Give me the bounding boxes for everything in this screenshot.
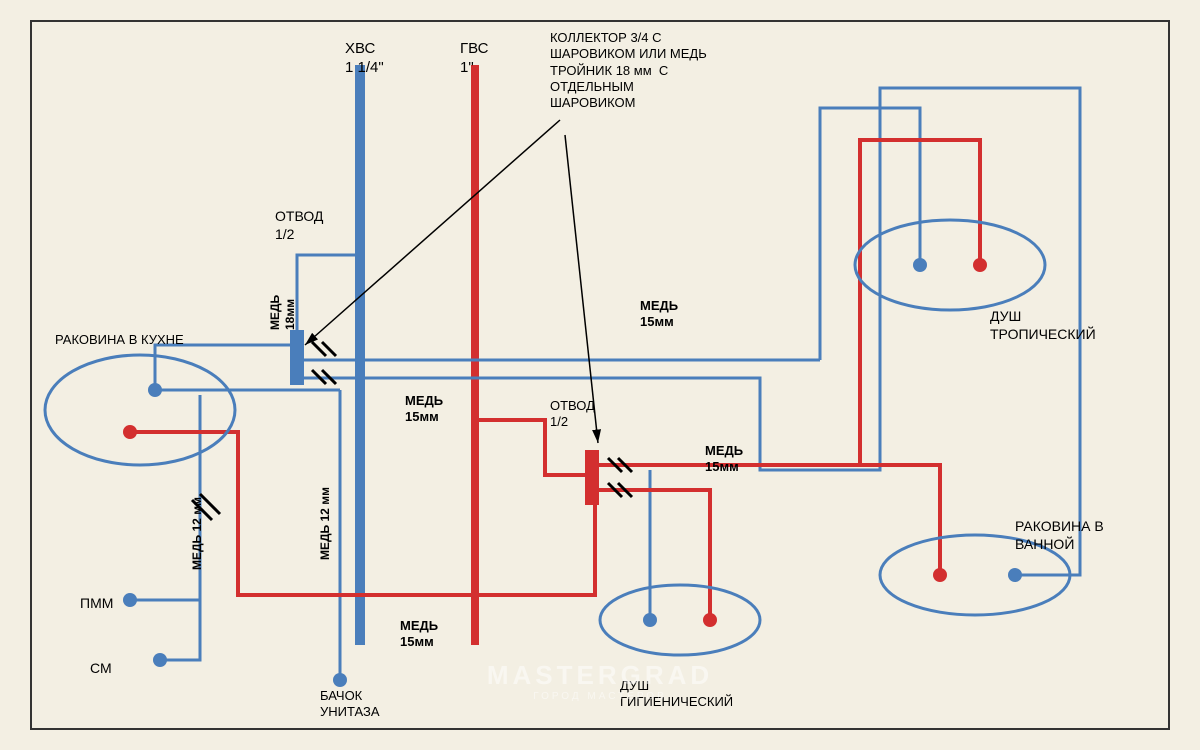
med-18: МЕДЬ 18мм: [268, 295, 298, 330]
kitchen-sink: [45, 355, 235, 465]
cold-collector: [290, 330, 304, 385]
med-15-bottom: МЕДЬ 15мм: [400, 618, 438, 651]
hot-collector: [585, 450, 599, 505]
med-15-mid: МЕДЬ 15мм: [405, 393, 443, 426]
xvs-label: ХВС 1 1/4": [345, 40, 384, 78]
med-15-tr: МЕДЬ 15мм: [640, 298, 678, 331]
pipe-hot-bottom: [238, 505, 595, 595]
gvs-label: ГВС 1": [460, 40, 488, 78]
arrow-to-hot-collector: [565, 135, 598, 443]
otvod-mid: ОТВОД 1/2: [550, 398, 595, 431]
bath-sink-label: РАКОВИНА В ВАННОЙ: [1015, 518, 1104, 553]
pipe-cold-bus-bath: [304, 88, 1080, 575]
tropic-label: ДУШ ТРОПИЧЕСКИЙ: [990, 308, 1096, 343]
med-12-small: МЕДЬ 12 мм: [190, 497, 205, 570]
arrow-to-cold-collector: [305, 120, 560, 345]
diagram-canvas: ХВС 1 1/4" ГВС 1" КОЛЛЕКТОР 3/4 С ШАРОВИ…: [0, 0, 1200, 750]
med-12-big: МЕДЬ 12 мм: [318, 487, 333, 560]
otvod-left: ОТВОД 1/2: [275, 208, 323, 243]
wiring-svg: [0, 0, 1200, 750]
pmm-label: ПММ: [80, 595, 113, 613]
toilet-label: БАЧОК УНИТАЗА: [320, 688, 380, 721]
pipe-cold-tropic: [820, 108, 920, 360]
pipe-sm: [160, 600, 200, 660]
pipe-hot-kitchen: [130, 432, 475, 595]
watermark: MASTERGRAD ГОРОД МАСТЕРОВ: [487, 660, 713, 702]
tropic-shower: [855, 220, 1045, 310]
hygienic-shower: [600, 585, 760, 655]
sm-label: СМ: [90, 660, 112, 678]
watermark-main: MASTERGRAD: [487, 660, 713, 691]
watermark-sub: ГОРОД МАСТЕРОВ: [487, 691, 713, 702]
collector-note: КОЛЛЕКТОР 3/4 С ШАРОВИКОМ ИЛИ МЕДЬ ТРОЙН…: [550, 30, 707, 111]
kitchen-sink-label: РАКОВИНА В КУХНЕ: [55, 332, 184, 348]
pipe-cold-otvod: [297, 255, 360, 330]
med-15-rm: МЕДЬ 15мм: [705, 443, 743, 476]
